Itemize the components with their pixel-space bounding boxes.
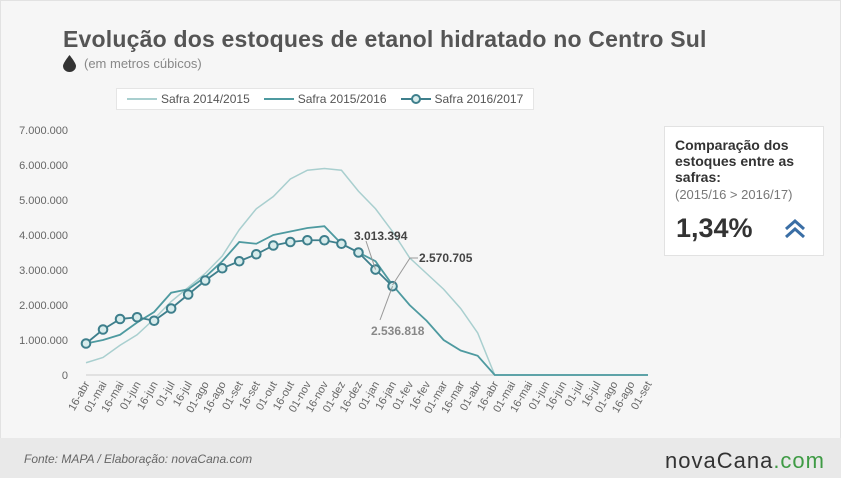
brand-domain: .com	[773, 448, 825, 473]
data-point	[199, 275, 211, 286]
legend-marker-2016	[410, 94, 421, 104]
legend-label-2014: Safra 2014/2015	[161, 92, 250, 106]
data-point	[319, 234, 330, 246]
legend-label-2015: Safra 2015/2016	[297, 92, 387, 106]
double-chevron-up-icon	[785, 218, 805, 239]
data-point	[114, 313, 126, 325]
data-point	[216, 262, 228, 274]
y-tick-label: 5.000.000	[19, 195, 68, 207]
legend-swatch-2014	[127, 98, 157, 100]
data-point	[302, 234, 313, 246]
series-line-0	[85, 167, 648, 376]
annotation-label: 2.570.705	[419, 251, 473, 265]
data-point	[353, 247, 364, 258]
source-note: Fonte: MAPA / Elaboração: novaCana.com	[24, 452, 253, 466]
data-point	[387, 280, 398, 292]
y-tick-label: 4.000.000	[19, 230, 68, 242]
y-tick-label: 6.000.000	[19, 160, 68, 172]
data-point	[97, 324, 109, 335]
y-tick-label: 1.000.000	[19, 335, 68, 347]
data-point	[285, 236, 296, 248]
data-point	[148, 315, 160, 327]
comparison-sub: (2015/16 > 2016/17)	[675, 187, 793, 202]
comparison-panel: Comparação dos estoques entre as safras:…	[664, 126, 824, 256]
data-point	[182, 289, 194, 300]
legend-swatch-2016	[400, 94, 431, 104]
legend-label-2016: Safra 2016/2017	[434, 92, 524, 106]
data-point	[268, 240, 279, 251]
chart-title: Evolução dos estoques de etanol hidratad…	[63, 26, 707, 52]
annotation-label: 2.536.818	[371, 324, 425, 338]
legend-swatch-2015	[263, 98, 294, 100]
data-point	[165, 303, 177, 314]
data-point	[336, 238, 347, 250]
brand-logo: novaCana.com	[665, 448, 825, 474]
legend-item-2014: Safra 2014/2015	[127, 92, 250, 106]
chart-subtitle: (em metros cúbicos)	[84, 56, 202, 71]
brand-name: novaCana	[665, 448, 774, 473]
data-point	[131, 311, 143, 323]
y-tick-label: 7.000.000	[19, 125, 68, 137]
water-drop-icon	[63, 55, 76, 72]
legend-item-2016: Safra 2016/2017	[400, 92, 524, 106]
data-point	[80, 338, 92, 349]
annotation-leader	[379, 286, 394, 321]
comparison-value: 1,34%	[676, 213, 753, 243]
comparison-label: Comparação dos estoques entre as safras:	[675, 137, 795, 185]
data-point	[251, 248, 262, 260]
legend-item-2015: Safra 2015/2016	[263, 92, 387, 106]
y-tick-label: 3.000.000	[19, 265, 68, 277]
y-tick-label: 2.000.000	[19, 300, 68, 312]
y-tick-label: 0	[62, 370, 68, 382]
series-line-1	[85, 225, 648, 376]
data-point	[370, 264, 381, 275]
data-point	[233, 255, 245, 267]
chart-legend: Safra 2014/2015 Safra 2015/2016 Safra 20…	[116, 88, 534, 110]
annotation-label: 3.013.394	[354, 229, 408, 243]
series-line-2	[85, 239, 394, 345]
annotation-leader	[365, 240, 376, 270]
annotation-leader	[392, 257, 418, 286]
footer-bar	[0, 438, 841, 478]
